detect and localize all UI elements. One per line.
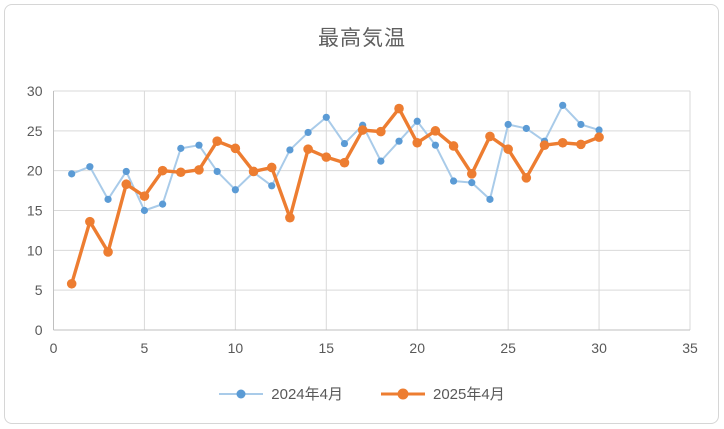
x-axis-tick-label: 35	[682, 340, 698, 356]
series-2025-point	[376, 126, 386, 137]
series-2024-point	[68, 170, 76, 178]
x-axis-tick-label: 30	[591, 340, 607, 356]
series-2025-point	[594, 132, 604, 143]
series-2024-point	[413, 117, 421, 125]
series-2024-point	[395, 137, 403, 145]
chart-legend: 2024年4月 2025年4月	[0, 383, 724, 404]
series-2025-point	[503, 144, 513, 154]
y-axis-tick-label: 25	[27, 123, 43, 139]
x-axis-tick-label: 15	[318, 340, 334, 356]
legend-line-marker-2024-icon	[219, 388, 264, 400]
series-2024-point	[522, 124, 530, 133]
series-2025-point	[230, 143, 241, 154]
series-2025-point	[485, 131, 495, 142]
x-axis-tick-label: 0	[50, 340, 58, 356]
series-2025-point	[66, 278, 77, 289]
series-2025-point	[430, 126, 441, 136]
series-2024-point	[195, 141, 203, 149]
series-2024-point	[340, 139, 349, 148]
series-2024-point	[104, 195, 112, 203]
x-axis-tick-label: 25	[500, 340, 516, 356]
series-2025-point	[85, 216, 95, 227]
series-2024-point	[486, 195, 494, 203]
legend-item-2025: 2025年4月	[381, 383, 505, 404]
series-2025-line	[69, 106, 601, 286]
series-2024-point	[140, 206, 149, 215]
series-2025-point	[321, 152, 332, 162]
series-2024-point	[468, 179, 476, 187]
series-2024-point	[577, 120, 585, 129]
legend-line-marker-2025-icon	[381, 388, 425, 400]
series-2024-point	[304, 128, 312, 137]
y-axis-tick-label: 20	[27, 163, 43, 179]
series-2024-point	[322, 113, 330, 121]
x-axis-tick-label: 10	[228, 340, 244, 356]
series-2025-point	[521, 173, 532, 183]
series-2025-point	[266, 162, 277, 173]
series-2025-point	[539, 140, 550, 150]
series-2025-point	[194, 165, 204, 175]
x-axis-tick-label: 5	[141, 340, 149, 356]
y-axis-tick-label: 0	[35, 322, 43, 338]
y-axis-tick-label: 15	[27, 203, 43, 219]
legend-label-2024: 2024年4月	[271, 386, 343, 403]
series-2025-point	[448, 141, 459, 151]
series-2025-point	[394, 103, 404, 114]
chart-title: 最高気温	[318, 27, 406, 50]
series-2025-point	[576, 139, 586, 150]
series-2024-point	[268, 182, 276, 190]
series-2025-point	[212, 136, 222, 146]
series-2024-point	[231, 186, 239, 194]
series-2024-point	[504, 120, 512, 129]
series-2024-point	[377, 157, 385, 165]
series-2025-point	[139, 191, 150, 201]
x-axis-tick-label: 20	[409, 340, 425, 356]
chart-border	[4, 4, 719, 424]
legend-label-2025: 2025年4月	[433, 386, 505, 403]
series-2025-point	[103, 247, 113, 257]
y-axis-tick-label: 30	[27, 83, 43, 99]
series-2024-point	[213, 167, 221, 176]
series-2024-point	[122, 167, 130, 176]
series-2025-point	[466, 169, 477, 179]
series-2024-point	[177, 144, 185, 152]
series-2025-point	[157, 165, 168, 176]
series-2024-point	[595, 126, 603, 134]
y-axis-tick-label: 5	[35, 282, 43, 298]
series-2025-point	[285, 212, 295, 223]
series-2024-point	[431, 141, 439, 149]
series-2024-line	[70, 104, 601, 212]
series-2025-point	[176, 167, 186, 178]
series-2025-point	[303, 144, 313, 154]
series-2024-point	[449, 177, 458, 185]
series-2024-point	[86, 163, 94, 171]
series-2025-point	[248, 166, 259, 177]
series-2025-point	[412, 137, 423, 148]
series-2025-point	[357, 125, 368, 135]
y-axis-tick-label: 10	[27, 242, 43, 258]
series-2025-point	[557, 137, 568, 148]
series-2025-point	[121, 179, 132, 190]
series-2024-point	[559, 101, 567, 109]
series-2024-point	[159, 200, 167, 208]
legend-item-2024: 2024年4月	[219, 383, 343, 404]
series-2025-point	[339, 157, 350, 168]
series-2024-point	[286, 146, 294, 154]
